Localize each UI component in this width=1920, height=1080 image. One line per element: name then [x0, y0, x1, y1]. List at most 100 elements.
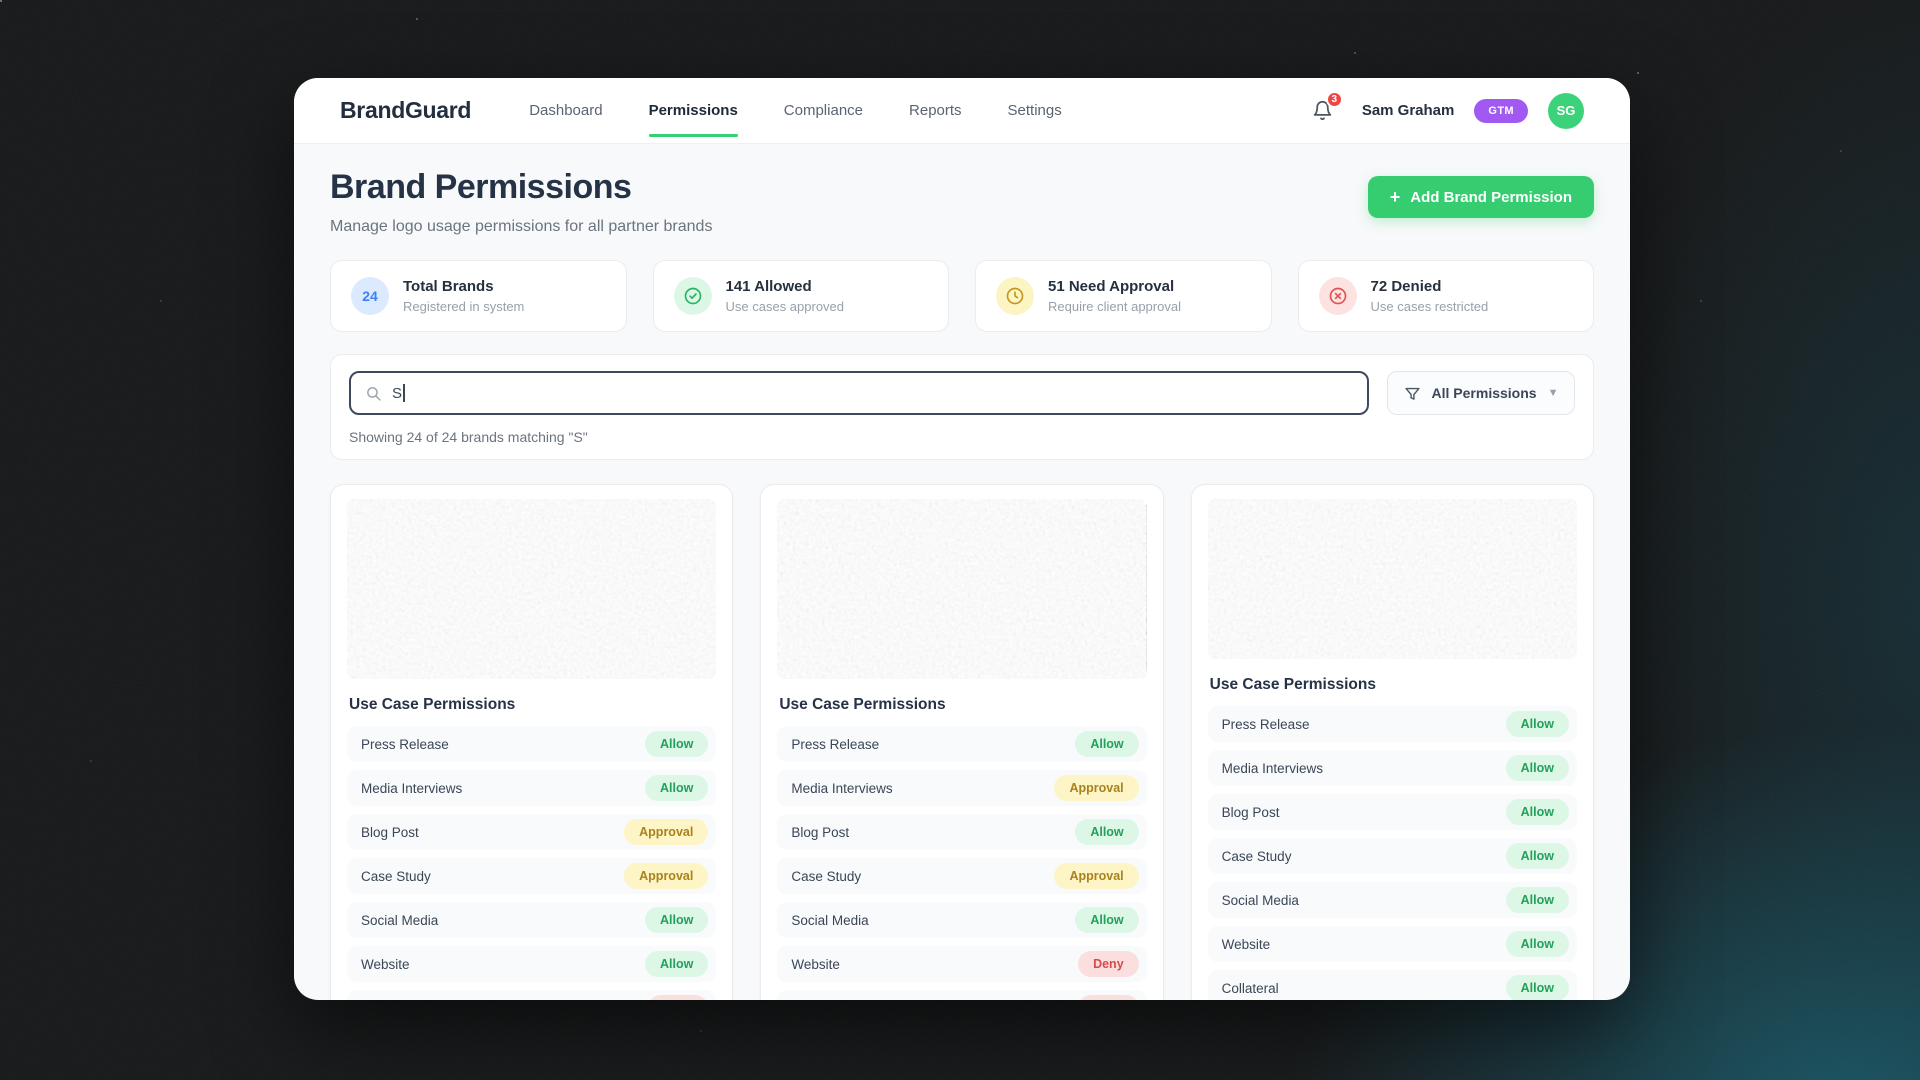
stat-title: 51 Need Approval	[1048, 278, 1175, 295]
clock-icon	[996, 277, 1034, 315]
use-case-label: Blog Post	[361, 824, 419, 840]
brand-card: Use Case Permissions Press Release Allow …	[1190, 484, 1594, 1000]
search-icon	[367, 386, 381, 401]
filter-funnel-icon	[1404, 387, 1420, 400]
page-content: Brand Permissions Manage logo usage perm…	[294, 144, 1630, 1000]
search-input[interactable]: S	[349, 371, 1369, 415]
brand-logo-image	[347, 499, 717, 679]
stat-card-denied: 72 Denied Use cases restricted	[1297, 260, 1594, 332]
status-badge: Allow	[644, 951, 709, 977]
stat-subtitle: Use cases approved	[725, 299, 845, 314]
stat-card-need-approval: 51 Need Approval Require client approval	[975, 260, 1272, 332]
top-navigation-bar: BrandGuard Dashboard Permissions Complia…	[294, 78, 1630, 144]
brand-card: Use Case Permissions Press Release Allow …	[760, 484, 1164, 1000]
use-case-label: Blog Post	[1221, 804, 1280, 820]
check-circle-icon	[673, 277, 712, 315]
use-case-row: Press Release Allow	[347, 726, 717, 762]
use-case-row-partial: Deny	[347, 990, 717, 1000]
status-badge: Allow	[644, 731, 709, 757]
use-case-row: Blog Post Allow	[1207, 794, 1577, 830]
status-badge: Deny	[1078, 995, 1139, 1000]
use-case-label: Collateral	[1221, 980, 1279, 996]
page-title: Brand Permissions	[330, 168, 632, 206]
use-case-row: Website Deny	[777, 946, 1147, 982]
stat-card-total-brands: 24 Total Brands Registered in system	[330, 260, 627, 332]
background-stars	[0, 0, 2, 2]
use-case-row: Website Allow	[1207, 926, 1577, 962]
avatar[interactable]: SG	[1548, 92, 1584, 129]
use-case-row: Social Media Allow	[347, 902, 717, 938]
use-case-row: Blog Post Allow	[777, 814, 1147, 850]
stats-row: 24 Total Brands Registered in system 141…	[330, 260, 1594, 332]
use-case-row: Social Media Allow	[777, 902, 1147, 938]
search-result-count: Showing 24 of 24 brands matching "S"	[349, 429, 588, 445]
status-badge: Allow	[1505, 975, 1569, 1000]
status-badge: Approval	[1054, 775, 1139, 801]
stat-title: Total Brands	[403, 278, 494, 295]
add-brand-permission-button[interactable]: + Add Brand Permission	[1367, 176, 1594, 218]
filter-selected-value: All Permissions	[1431, 385, 1537, 401]
stat-title: 141 Allowed	[725, 278, 812, 295]
status-badge: Allow	[1075, 819, 1139, 845]
use-case-row-partial: Deny	[777, 990, 1147, 1000]
status-badge: Approval	[624, 863, 709, 889]
chevron-down-icon: ▼	[1547, 387, 1559, 399]
status-badge: Allow	[1505, 931, 1569, 957]
app-logo: BrandGuard	[340, 97, 472, 123]
brand-card: Use Case Permissions Press Release Allow …	[330, 484, 734, 1000]
use-case-label: Press Release	[791, 736, 880, 752]
use-case-label: Website	[1221, 936, 1271, 952]
use-case-permissions-heading: Use Case Permissions	[1209, 676, 1376, 693]
use-case-row: Media Interviews Allow	[1207, 750, 1577, 786]
use-case-row: Press Release Allow	[777, 726, 1147, 762]
status-badge: Allow	[644, 907, 709, 933]
notification-count-badge: 3	[1325, 90, 1343, 108]
use-case-label: Media Interviews	[361, 780, 463, 796]
use-case-label: Press Release	[1221, 716, 1310, 732]
nav-item-compliance[interactable]: Compliance	[783, 102, 864, 119]
use-case-row: Website Allow	[347, 946, 717, 982]
status-badge: Allow	[1075, 731, 1139, 757]
search-value: S	[392, 384, 403, 402]
app-window: BrandGuard Dashboard Permissions Complia…	[294, 78, 1630, 1000]
notifications-button[interactable]: 3	[1310, 90, 1343, 124]
use-case-permissions-heading: Use Case Permissions	[349, 696, 516, 713]
status-badge: Allow	[644, 775, 709, 801]
status-badge: Approval	[624, 819, 709, 845]
use-case-list: Press Release Allow Media Interviews Allow…	[347, 726, 717, 1000]
brand-logo-image	[777, 499, 1147, 679]
use-case-permissions-heading: Use Case Permissions	[779, 696, 946, 713]
use-case-label: Media Interviews	[791, 780, 893, 796]
use-case-row: Social Media Allow	[1207, 882, 1577, 918]
status-badge: Allow	[1505, 843, 1569, 869]
stat-subtitle: Registered in system	[403, 299, 525, 314]
use-case-label: Website	[361, 956, 410, 972]
permissions-filter-dropdown[interactable]: All Permissions ▼	[1387, 371, 1575, 415]
use-case-label: Case Study	[1221, 848, 1292, 864]
nav-item-reports[interactable]: Reports	[909, 102, 962, 119]
stat-card-allowed: 141 Allowed Use cases approved	[652, 260, 949, 332]
use-case-row: Case Study Approval	[347, 858, 717, 894]
page-subtitle: Manage logo usage permissions for all pa…	[330, 218, 713, 235]
use-case-list: Press Release Allow Media Interviews Allow…	[1207, 706, 1577, 1000]
main-nav: Dashboard Permissions Compliance Reports…	[529, 78, 1062, 143]
use-case-row: Collateral Allow	[1207, 970, 1577, 1000]
nav-item-permissions[interactable]: Permissions	[648, 78, 739, 143]
nav-item-settings[interactable]: Settings	[1007, 102, 1062, 119]
add-button-label: Add Brand Permission	[1410, 188, 1572, 206]
plus-icon: +	[1389, 187, 1401, 207]
use-case-label: Social Media	[791, 912, 869, 928]
stat-subtitle: Require client approval	[1048, 299, 1181, 314]
use-case-label: Case Study	[791, 868, 862, 884]
page-header: Brand Permissions Manage logo usage perm…	[330, 168, 1594, 236]
text-cursor	[403, 384, 405, 402]
user-name: Sam Graham	[1361, 102, 1455, 119]
nav-item-dashboard[interactable]: Dashboard	[529, 102, 603, 119]
use-case-label: Media Interviews	[1221, 760, 1323, 776]
bell-icon	[1314, 100, 1332, 121]
status-badge: Approval	[1054, 863, 1139, 889]
status-badge: Deny	[1078, 951, 1139, 977]
use-case-list: Press Release Allow Media Interviews Appro…	[777, 726, 1147, 1000]
use-case-label: Blog Post	[791, 824, 850, 840]
use-case-row: Media Interviews Approval	[777, 770, 1147, 806]
